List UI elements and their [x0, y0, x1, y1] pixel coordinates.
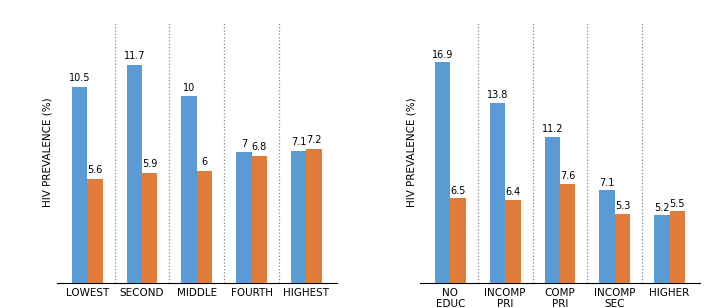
Y-axis label: HIV PREVALENCE (%): HIV PREVALENCE (%)	[43, 98, 53, 207]
Text: 6: 6	[201, 157, 208, 168]
Bar	[306, 149, 322, 283]
Bar	[451, 198, 466, 283]
Text: 7.6: 7.6	[560, 171, 575, 181]
Bar	[506, 200, 521, 283]
Bar	[197, 171, 212, 283]
Bar	[435, 62, 451, 283]
Text: 7.1: 7.1	[600, 178, 615, 188]
Bar	[87, 179, 103, 283]
Text: 6.8: 6.8	[251, 143, 267, 152]
Text: 7: 7	[241, 139, 247, 149]
Text: 10: 10	[183, 83, 195, 93]
Text: 5.6: 5.6	[87, 165, 103, 175]
Bar	[600, 190, 615, 283]
Text: 5.2: 5.2	[654, 203, 670, 213]
Bar	[291, 151, 306, 283]
Text: 5.9: 5.9	[142, 159, 157, 169]
Bar	[545, 137, 560, 283]
Text: 5.5: 5.5	[670, 199, 685, 209]
Bar	[236, 152, 251, 283]
Text: 5.3: 5.3	[615, 201, 630, 211]
Text: 11.2: 11.2	[542, 124, 563, 134]
Bar	[126, 65, 142, 283]
Bar	[560, 184, 575, 283]
Text: 7.2: 7.2	[306, 135, 322, 145]
Bar	[142, 173, 157, 283]
Bar	[72, 87, 87, 283]
Bar	[670, 211, 685, 283]
Text: 7.1: 7.1	[291, 137, 306, 147]
Y-axis label: HIV PREVALENCE (%): HIV PREVALENCE (%)	[406, 98, 416, 207]
Bar	[654, 215, 670, 283]
Bar	[490, 103, 506, 283]
Bar	[615, 214, 630, 283]
Bar	[181, 96, 197, 283]
Text: 16.9: 16.9	[432, 50, 453, 59]
Text: 11.7: 11.7	[124, 51, 145, 61]
Text: 6.5: 6.5	[451, 186, 466, 196]
Text: 6.4: 6.4	[506, 187, 521, 197]
Text: 10.5: 10.5	[69, 73, 91, 83]
Text: 13.8: 13.8	[487, 90, 508, 100]
Bar	[251, 156, 267, 283]
